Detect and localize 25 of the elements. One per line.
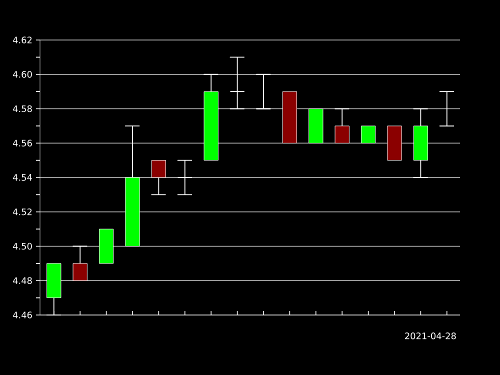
y-tick-label: 4.62 <box>12 36 32 44</box>
y-tick-label: 4.54 <box>12 174 32 181</box>
candlestick <box>439 91 454 126</box>
candlestick <box>334 108 350 144</box>
candlestick <box>282 91 298 144</box>
y-tick-label: 4.50 <box>12 242 32 250</box>
candlestick <box>256 74 272 110</box>
candlestick <box>230 56 245 110</box>
y-tick-label: 4.56 <box>12 140 32 147</box>
y-tick-label: 4.46 <box>12 312 32 318</box>
candlestick <box>124 125 140 246</box>
y-tick-label: 4.60 <box>12 70 32 78</box>
candlestick <box>360 126 376 144</box>
y-tick-label: 4.52 <box>12 208 32 216</box>
candlestick <box>151 160 166 196</box>
candlestick <box>204 74 219 161</box>
y-tick-label: 4.58 <box>12 105 32 112</box>
candlestick <box>308 108 324 144</box>
candlestick <box>387 126 402 161</box>
x-axis-title: 2021-04-28 <box>405 332 456 340</box>
candlestick <box>177 160 192 196</box>
y-tick-label: 4.48 <box>12 277 32 284</box>
candlestick <box>98 228 114 264</box>
candlestick <box>413 108 428 178</box>
candlestick <box>72 246 88 281</box>
